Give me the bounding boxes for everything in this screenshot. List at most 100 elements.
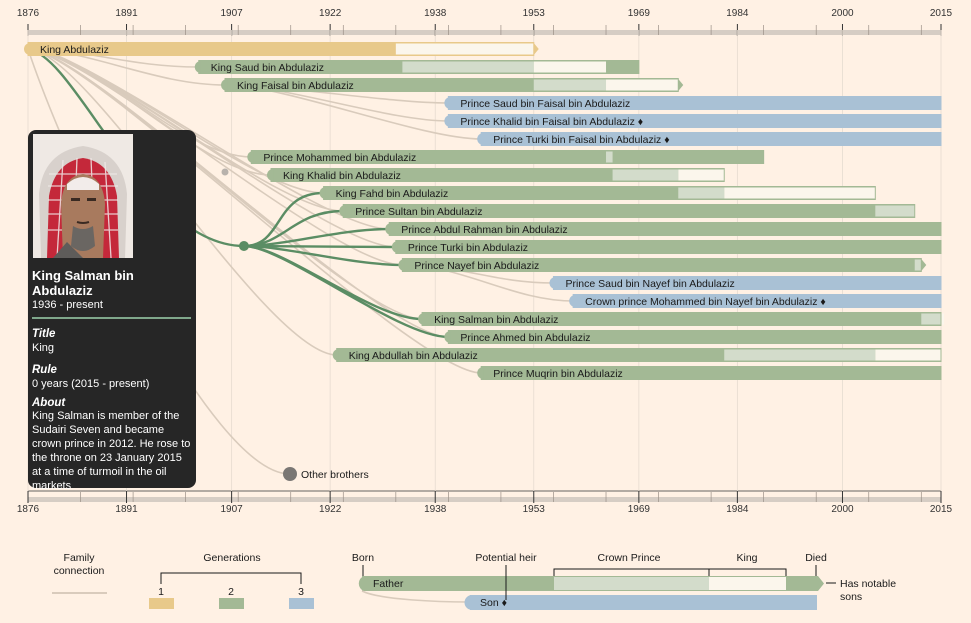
legend-born-label: Born bbox=[352, 552, 374, 564]
life-bar bbox=[481, 132, 941, 146]
born-marker bbox=[24, 43, 30, 55]
life-bar bbox=[573, 294, 941, 308]
axis-tick-label: 1953 bbox=[523, 504, 546, 515]
person-row: King Khalid bin Abdulaziz bbox=[267, 168, 725, 182]
person-row: Prince Ahmed bin Abdulaziz bbox=[444, 330, 942, 344]
person-name: King Abdulaziz bbox=[40, 44, 109, 56]
born-marker bbox=[319, 187, 326, 199]
life-bar bbox=[553, 276, 941, 290]
legend-generations-bracket bbox=[160, 572, 302, 584]
sudairi-link bbox=[243, 244, 403, 267]
axis-tick-label: 1953 bbox=[523, 8, 546, 19]
person-name: King Salman bin Abdulaziz bbox=[434, 314, 558, 326]
crown-prince-span bbox=[612, 169, 679, 181]
born-marker bbox=[391, 241, 398, 253]
legend-generation-swatch bbox=[289, 598, 314, 609]
legend-generation-swatch bbox=[219, 598, 244, 609]
axis-rule bbox=[28, 30, 941, 35]
life-bar bbox=[422, 312, 941, 326]
born-marker bbox=[332, 349, 339, 361]
legend-crown-span bbox=[554, 577, 709, 590]
person-name: Prince Saud bin Faisal bin Abdulaziz bbox=[460, 98, 630, 110]
born-marker bbox=[477, 367, 484, 379]
legend-family-line1: Family bbox=[64, 552, 96, 564]
person-name: Crown prince Mohammed bin Nayef bin Abdu… bbox=[585, 296, 826, 308]
life-bar bbox=[481, 366, 941, 380]
legend-died-label: Died bbox=[805, 552, 827, 564]
crown-prince-span bbox=[875, 205, 915, 217]
sudairi-link bbox=[243, 244, 449, 339]
legend-generations-title: Generations bbox=[203, 552, 260, 564]
axis-tick-label: 1907 bbox=[220, 504, 243, 515]
other-brothers-dot bbox=[283, 467, 297, 481]
person-row: Prince Sultan bin Abdulaziz bbox=[339, 204, 916, 218]
person-bars: King Abdulaziz King Saud bin Abdulaziz Kin… bbox=[24, 42, 944, 380]
person-name: Prince Ahmed bin Abdulaziz bbox=[460, 332, 590, 344]
axis-tick-label: 1969 bbox=[628, 504, 651, 515]
person-row: Prince Muqrin bin Abdulaziz bbox=[477, 366, 942, 380]
person-name: Prince Mohammed bin Abdulaziz bbox=[263, 152, 416, 164]
born-marker bbox=[339, 205, 346, 217]
sudairi-hub bbox=[238, 241, 249, 251]
born-marker bbox=[444, 331, 451, 343]
legend-family-line2: connection bbox=[54, 565, 105, 577]
person-name: King Faisal bin Abdulaziz bbox=[237, 80, 354, 92]
axis-tick-label: 2015 bbox=[930, 504, 953, 515]
born-marker bbox=[194, 61, 201, 73]
crown-prince-span bbox=[533, 79, 607, 91]
crown-prince-span bbox=[606, 151, 613, 163]
person-row: King Faisal bin Abdulaziz bbox=[221, 78, 684, 92]
legend-king-bracket bbox=[708, 568, 787, 576]
born-marker bbox=[418, 313, 425, 325]
born-marker bbox=[477, 133, 484, 145]
born-marker bbox=[569, 295, 576, 307]
king-span bbox=[724, 187, 876, 199]
profile-name: King Salman bin Abdulaziz bbox=[32, 268, 134, 298]
king-span bbox=[941, 313, 944, 325]
axis-tick-label: 1984 bbox=[726, 504, 749, 515]
person-row: Crown prince Mohammed bin Nayef bin Abdu… bbox=[569, 294, 942, 308]
life-bar bbox=[402, 258, 922, 272]
person-name: Prince Saud bin Nayef bin Abdulaziz bbox=[565, 278, 734, 290]
person-row: King Abdulaziz bbox=[24, 42, 539, 56]
axis-tick-label: 2000 bbox=[831, 504, 854, 515]
born-marker bbox=[247, 151, 254, 163]
has-sons-marker bbox=[533, 43, 539, 55]
born-marker bbox=[549, 277, 556, 289]
family-link bbox=[225, 84, 482, 140]
legend-has-sons-line2: sons bbox=[840, 591, 862, 603]
legend-generation-swatch bbox=[149, 598, 174, 609]
axis-tick-label: 1938 bbox=[424, 504, 447, 515]
crown-prince-span bbox=[678, 187, 725, 199]
born-marker bbox=[267, 169, 274, 181]
legend-son-born bbox=[464, 595, 472, 610]
legend-born-marker bbox=[358, 576, 364, 591]
person-name: Prince Muqrin bin Abdulaziz bbox=[493, 368, 623, 380]
person-row: King Fahd bin Abdulaziz bbox=[319, 186, 876, 200]
about-text: King Salman is member of the Sudairi Sev… bbox=[32, 410, 191, 492]
king-span bbox=[395, 43, 534, 55]
king-salman-portrait bbox=[33, 134, 133, 259]
life-bar bbox=[271, 168, 725, 182]
person-row: King Saud bin Abdulaziz bbox=[194, 60, 640, 74]
axis-tick-label: 1891 bbox=[115, 504, 138, 515]
person-name: King Fahd bin Abdulaziz bbox=[336, 188, 449, 200]
crown-prince-span bbox=[914, 259, 922, 271]
axis-tick-label: 2015 bbox=[930, 8, 953, 19]
born-marker bbox=[221, 79, 228, 91]
legend-king-span bbox=[709, 577, 786, 590]
axis-tick-label: 1922 bbox=[319, 504, 342, 515]
title-heading: Title bbox=[32, 328, 56, 340]
person-name: Prince Nayef bin Abdulaziz bbox=[414, 260, 539, 272]
axis-rule bbox=[28, 497, 941, 502]
life-bar bbox=[448, 114, 941, 128]
family-link bbox=[27, 48, 403, 266]
person-row: King Abdullah bin Abdulaziz bbox=[332, 348, 942, 362]
axis-tick-label: 1969 bbox=[628, 8, 651, 19]
life-bar bbox=[448, 330, 941, 344]
legend-crown-label: Crown Prince bbox=[597, 552, 660, 564]
born-marker bbox=[398, 259, 405, 271]
person-row: Prince Turki bin Faisal bin Abdulaziz ♦ bbox=[477, 132, 942, 146]
person-name: Prince Sultan bin Abdulaziz bbox=[355, 206, 482, 218]
